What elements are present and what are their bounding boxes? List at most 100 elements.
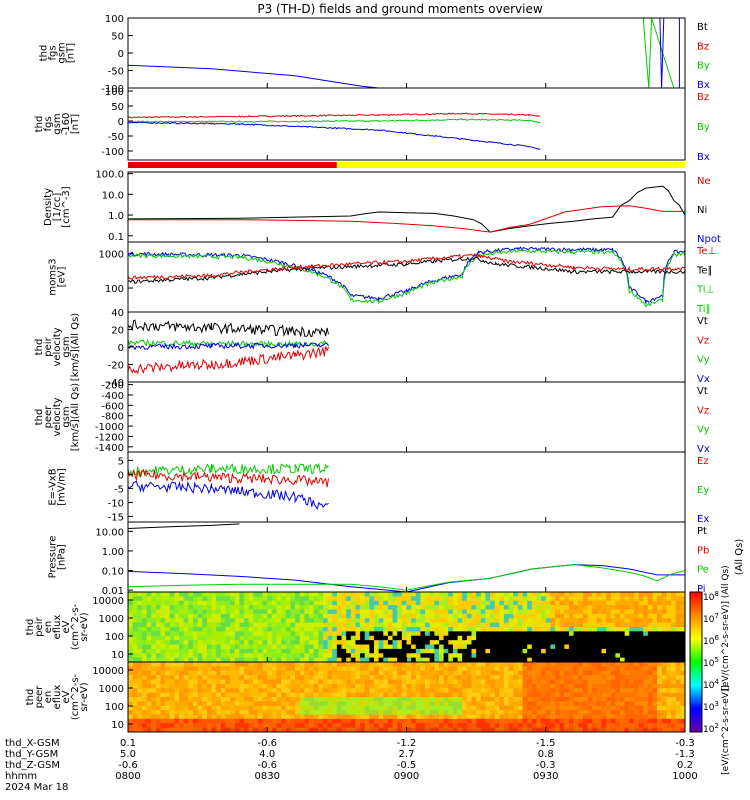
spectrogram-cell [234, 701, 240, 707]
spectrogram-cell [253, 679, 259, 685]
spectrogram-cell [490, 596, 496, 602]
spectrogram-cell [230, 613, 236, 619]
spectrogram-cell [383, 609, 389, 615]
x-axis-value: 0.8 [538, 749, 554, 760]
spectrogram-cell [601, 592, 607, 597]
spectrogram-cell [397, 723, 403, 729]
spectrogram-cell [531, 727, 537, 733]
spectrogram-cell [360, 618, 366, 624]
spectrogram-cell [578, 631, 584, 637]
spectrogram-cell [675, 662, 681, 667]
spectrogram-cell [443, 683, 449, 689]
spectrogram-cell [318, 675, 324, 680]
spectrogram-cell [179, 679, 185, 685]
spectrogram-cell [429, 657, 435, 663]
spectrogram-cell [355, 727, 361, 733]
spectrogram-cell [281, 600, 287, 606]
spectrogram-cell [643, 596, 649, 602]
spectrogram-cell [383, 675, 389, 680]
spectrogram-cell [137, 627, 143, 632]
spectrogram-cell [610, 648, 616, 654]
spectrogram-cell [657, 657, 663, 663]
spectrogram-cell [624, 675, 630, 680]
spectrogram-cell [592, 618, 598, 624]
spectrogram-cell [401, 710, 407, 715]
spectrogram-cell [346, 670, 352, 676]
spectrogram-cell [318, 714, 324, 720]
spectrogram-cell [536, 701, 542, 707]
spectrogram-cell [438, 605, 445, 610]
spectrogram-cell [652, 692, 658, 698]
spectrogram-cell [332, 622, 338, 628]
spectrogram-cell [355, 688, 361, 694]
spectrogram-cell [601, 723, 607, 729]
spectrogram-cell [415, 675, 421, 680]
spectrogram-cell [420, 592, 426, 597]
spectrogram-cell [392, 675, 398, 680]
spectrogram-cell [550, 653, 556, 659]
spectrogram-cell [438, 701, 445, 707]
spectrogram-cell [615, 710, 621, 715]
spectrogram-cell [374, 727, 380, 733]
spectrogram-cell [322, 613, 329, 619]
spectrogram-cell [462, 609, 468, 615]
spectrogram-cell [578, 714, 584, 720]
spectrogram-cell [253, 666, 259, 672]
spectrogram-cell [281, 692, 287, 698]
spectrogram-cell [206, 605, 213, 610]
spectrogram-cell [211, 692, 217, 698]
spectrogram-cell [527, 679, 533, 685]
spectrogram-cell [680, 596, 686, 602]
spectrogram-cell [216, 723, 222, 729]
spectrogram-cell [411, 605, 417, 610]
spectrogram-cell [564, 679, 570, 685]
spectrogram-cell [225, 622, 231, 628]
spectrogram-cell [165, 600, 171, 606]
spectrogram-cell [680, 718, 686, 724]
spectrogram-cell [336, 613, 343, 619]
spectrogram-cell [629, 688, 635, 694]
spectrogram-cell [141, 640, 148, 645]
spectrogram-cell [360, 622, 366, 628]
spectrogram-cell [355, 631, 361, 637]
spectrogram-cell [531, 675, 537, 680]
spectrogram-cell [666, 627, 672, 632]
spectrogram-cell [295, 640, 301, 645]
spectrogram-cell [128, 648, 134, 654]
spectrogram-cell [295, 705, 301, 711]
spectrogram-cell [661, 670, 667, 676]
spectrogram-cell [299, 675, 305, 680]
spectrogram-cell [141, 675, 148, 680]
spectrogram-cell [392, 688, 398, 694]
spectrogram-cell [137, 648, 143, 654]
spectrogram-cell [179, 644, 185, 650]
spectrogram-cell [239, 596, 245, 602]
spectrogram-cell [151, 697, 157, 702]
spectrogram-cell [629, 683, 635, 689]
spectrogram-cell [462, 666, 468, 672]
spectrogram-cell [295, 697, 301, 702]
spectrogram-cell [671, 701, 677, 707]
spectrogram-cell [620, 705, 626, 711]
spectrogram-cell [462, 705, 468, 711]
spectrogram-cell [587, 670, 593, 676]
spectrogram-cell [499, 675, 505, 680]
spectrogram-cell [555, 718, 561, 724]
spectrogram-cell [527, 675, 533, 680]
spectrogram-cell [327, 622, 333, 628]
spectrogram-cell [671, 653, 677, 659]
spectrogram-cell [378, 605, 384, 610]
spectrogram-cell [471, 723, 477, 729]
spectrogram-cell [211, 605, 217, 610]
spectrogram-cell [601, 688, 607, 694]
spectrogram-cell [383, 697, 389, 702]
spectrogram-cell [267, 701, 273, 707]
spectrogram-cell [448, 596, 454, 602]
spectrogram-cell [606, 718, 612, 724]
spectrogram-cell [633, 657, 640, 663]
spectrogram-cell [411, 697, 417, 702]
spectrogram-cell [267, 657, 273, 663]
spectrogram-cell [527, 723, 533, 729]
spectrogram-cell [271, 683, 278, 689]
spectrogram-cell [652, 705, 658, 711]
